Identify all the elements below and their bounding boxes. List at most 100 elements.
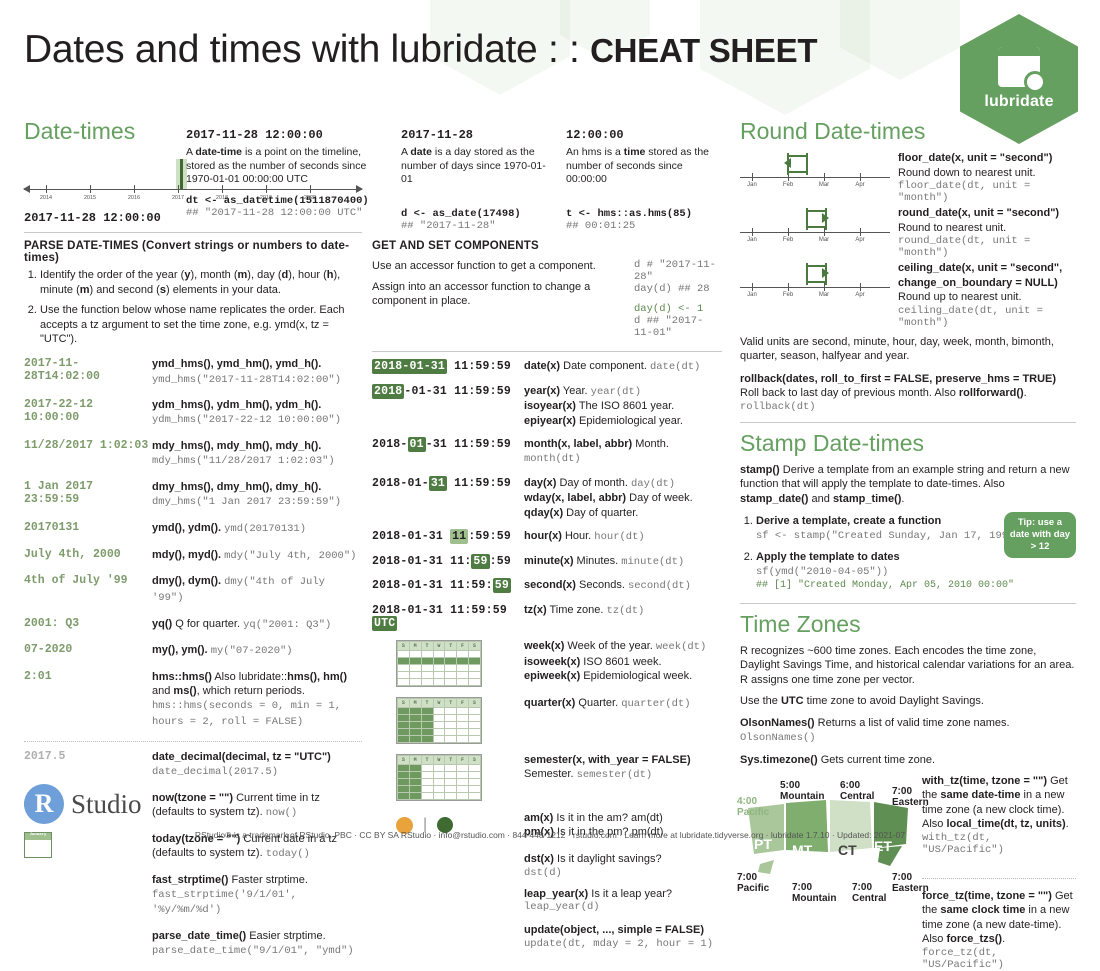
sun-icon <box>396 816 413 834</box>
datetime-head: 12:00:00 <box>566 128 624 142</box>
parse-code: mdy_hms("11/28/2017 1:02:03") <box>152 455 335 468</box>
bg-hex-1 <box>430 0 570 95</box>
components-intro-2: Assign into an accessor function to chan… <box>372 280 591 308</box>
round-diagram-floor: Jan Feb Mar Apr <box>740 151 890 195</box>
component-example: 2018-01-31 11:59:59 <box>372 578 511 594</box>
ceiling-date-desc: Round up to nearest unit. <box>898 291 1022 304</box>
column-right: Round Date-times Jan Feb Mar Apr floor_d… <box>737 118 1076 971</box>
leap-desc: leap_year(x) Is it a leap year? <box>524 887 672 900</box>
am-desc: am(x) Is it in the am? am(dt) <box>524 811 663 824</box>
tz-label-eastern-top: 7:00 Eastern <box>892 785 929 809</box>
pm-desc: pm(x) Is it in the pm? pm(dt) <box>524 826 664 839</box>
parse-step-2: Use the function below whose name replic… <box>40 303 362 348</box>
column-left: Date-times 2014 2015 2016 2017 2018 2019… <box>23 118 363 970</box>
parse-row: 2017-22-12 10:00:00 ydm_hms(), ydm_hm(), … <box>24 398 362 428</box>
floor-date-desc: Round down to nearest unit. <box>898 166 1036 179</box>
page-title: Dates and times with lubridate : : CHEAT… <box>24 28 818 72</box>
component-row: 2018-01-31 11:59:59 hour(x) Hour. hour(dt… <box>372 529 722 545</box>
parse-fn: date_decimal(decimal, tz = "UTC") <box>152 750 331 763</box>
with-tz-desc: with_tz(time, tzone = "") Get the same d… <box>922 774 1069 831</box>
stamp-step: Derive a template, create a function sf … <box>756 514 1076 543</box>
bg-hex-2 <box>560 0 650 60</box>
parse-code: ydm_hms("2017-22-12 10:00:00") <box>152 414 342 427</box>
tz-label-mountain-bottom: 7:00 Mountain <box>792 881 837 905</box>
datetime-body: A date-time is a point on the timeline, … <box>186 146 367 186</box>
datetime-head: 2017-11-28 12:00:00 <box>186 128 323 142</box>
parse-date-time-code: parse_date_time("9/1/01", "ymd") <box>152 945 354 958</box>
now-desc: Current time in tz (defaults to system t… <box>152 791 320 818</box>
divider <box>372 351 722 352</box>
rollback-code: rollback(dt) <box>740 400 816 413</box>
stamp-step: Apply the template to dates sf(ymd("2010… <box>756 550 1076 593</box>
stamp-step-output: ## [1] "Created Monday, Apr 05, 2010 00:… <box>756 580 1015 592</box>
lubridate-logo: lubridate <box>960 14 1078 144</box>
stamp-step-text: Derive a template, create a function <box>756 515 942 528</box>
component-calendar-row: S M T W T F S week(x) Week of the year. week(dt… <box>372 639 722 687</box>
component-desc: minute(x) Minutes. minute(dt) <box>524 554 685 568</box>
column-middle: GET AND SET COMPONENTS Use an accessor f… <box>372 240 722 950</box>
component-desc: quarter(x) Quarter. quarter(dt) <box>524 696 691 710</box>
component-desc: semester(x, with_year = FALSE) Semester.… <box>524 753 691 782</box>
parse-example: 1 Jan 2017 23:59:59 <box>24 480 94 507</box>
olson-names: OlsonNames() Returns a list of valid tim… <box>740 716 1010 745</box>
datetime-code2: ## 00:01:25 <box>566 219 636 232</box>
parse-fn: dmy(), dym(). <box>152 575 222 588</box>
rstudio-logo: R Studio <box>24 784 142 824</box>
components-rows: 2018-01-31 11:59:59 date(x) Date componen… <box>372 359 722 631</box>
parse-code: ymd_hms("2017-11-28T14:02:00") <box>152 373 342 386</box>
divider <box>24 232 362 233</box>
stamp-intro: stamp() Derive a template from an exampl… <box>740 463 1070 505</box>
round-diagram-round: Jan Feb Mar Apr <box>740 206 890 250</box>
datetime-code2: ## "2017-11-28 12:00:00 UTC" <box>186 206 363 219</box>
parse-fn: hms::hms() <box>152 670 212 683</box>
parse-fn: my(), ym(). <box>152 644 208 657</box>
parse-rows: 2017-11-28T14:02:00 ymd_hms(), ymd_hm(), … <box>24 357 362 729</box>
divider <box>740 602 1076 604</box>
section-date-times-heading: Date-times <box>24 118 136 144</box>
parse-code: yq("2001: Q3") <box>243 618 332 631</box>
components-side-code: day(d) ## 28 <box>634 283 710 295</box>
datetime-cell: 2017-11-28 A date is a day stored as the… <box>401 128 566 232</box>
fast-strptime-fn: fast_strptime() <box>152 873 229 886</box>
timeline-value: 2017-11-28 12:00:00 <box>24 211 161 225</box>
stamp-steps: Derive a template, create a function sf … <box>756 514 1076 593</box>
leap-row: leap_year(x) Is it a leap year? leap_year… <box>372 887 722 914</box>
parse-code: date_decimal(2017.5) <box>152 765 279 778</box>
parse-fn: mdy(), myd(). <box>152 548 222 561</box>
now-code: now() <box>265 806 298 819</box>
component-row: 2018-01-31 11:59:59 date(x) Date componen… <box>372 359 722 375</box>
divider <box>24 740 362 742</box>
component-desc: hour(x) Hour. hour(dt) <box>524 530 645 544</box>
ampm-row: | am(x) Is it in the am? am(dt) pm(x) Is… <box>372 811 722 840</box>
parse-row: 1 Jan 2017 23:59:59 dmy_hms(), dmy_hm(), … <box>24 480 362 510</box>
date-decimal-row: 2017.5 date_decimal(decimal, tz = "UTC") d… <box>24 750 362 780</box>
datetime-code1: t <- hms::as.hms(85) <box>566 207 693 220</box>
component-desc: month(x, label, abbr) Month. month(dt) <box>524 437 669 466</box>
today-fn: today(tzone = "") <box>152 832 241 845</box>
ceiling-date-code: ceiling_date(dt, unit = "month") <box>898 304 1043 329</box>
parse-example: 07-2020 <box>24 643 73 657</box>
page-title-main: Dates and times with lubridate : : <box>24 28 591 71</box>
datetime-head: 2017-11-28 <box>401 128 474 142</box>
parse-example: 2001: Q3 <box>24 616 80 630</box>
parse-code: my("07-2020") <box>210 645 293 658</box>
force-tz-code: force_tz(dt, "US/Pacific") <box>922 946 1004 971</box>
round-ceiling-row: Jan Feb Mar Apr ceiling_date(x, unit = "… <box>740 261 1076 329</box>
bg-hex-3 <box>700 0 870 115</box>
component-row: 2018-01- 31 11:59:59 day(x) Day of month. … <box>372 475 722 520</box>
parse-code: mdy("July 4th, 2000") <box>224 549 357 562</box>
divider <box>740 421 1076 423</box>
fast-strptime-desc: Faster strptime. <box>231 873 308 886</box>
component-row: 2018- 01 -31 11:59:59 month(x, label, abbr)… <box>372 436 722 467</box>
parse-desc: Q for quarter. <box>175 617 241 630</box>
component-calendar-row: S M T W T F S semester(x, with_year = FALSE) Se… <box>372 753 722 801</box>
round-date-code: round_date(dt, unit = "month") <box>898 235 1031 260</box>
parse-row: July 4th, 2000 mdy(), myd(). mdy("July 4t… <box>24 548 362 564</box>
component-example: 2018-01-31 11:59:59 <box>372 359 511 374</box>
datetime-cell: 2017-11-28 12:00:00 A date-time is a poi… <box>186 128 401 232</box>
tz-label-eastern-bottom: 7:00 Eastern <box>892 871 929 895</box>
rollback-desc: rollback(dates, roll_to_first = FALSE, p… <box>740 372 1057 400</box>
tz-label-central-top: 6:00 Central <box>840 779 875 803</box>
ceiling-date-fn: ceiling_date(x, unit = "second", change_… <box>898 262 1063 289</box>
